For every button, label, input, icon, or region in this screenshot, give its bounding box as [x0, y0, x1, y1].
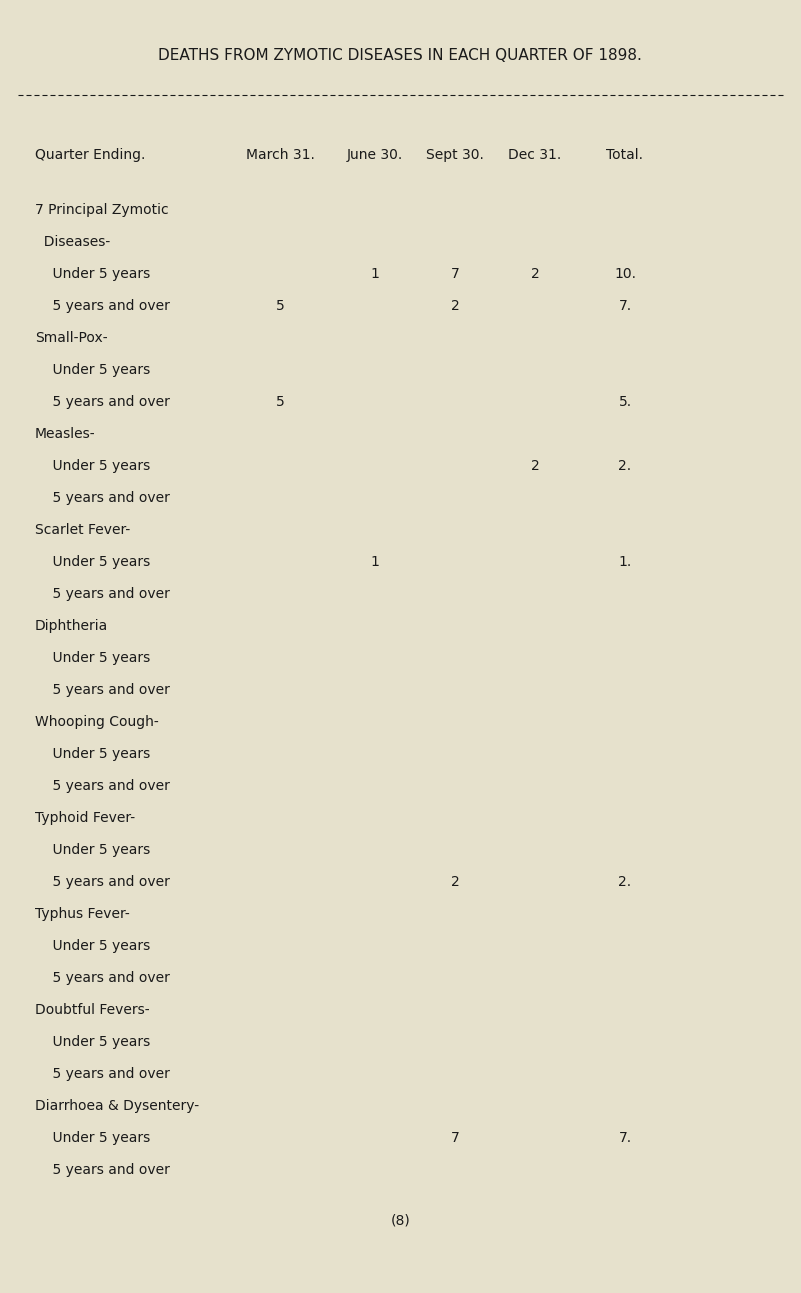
Text: Typhus Fever-: Typhus Fever- — [35, 906, 130, 921]
Text: Small-Pox-: Small-Pox- — [35, 331, 107, 345]
Text: 7.: 7. — [618, 1131, 631, 1146]
Text: June 30.: June 30. — [347, 147, 403, 162]
Text: Scarlet Fever-: Scarlet Fever- — [35, 522, 131, 537]
Text: Measles-: Measles- — [35, 427, 95, 441]
Text: Under 5 years: Under 5 years — [35, 1034, 151, 1049]
Text: Total.: Total. — [606, 147, 643, 162]
Text: Quarter Ending.: Quarter Ending. — [35, 147, 145, 162]
Text: Dec 31.: Dec 31. — [509, 147, 562, 162]
Text: Whooping Cough-: Whooping Cough- — [35, 715, 159, 729]
Text: 5 years and over: 5 years and over — [35, 491, 170, 506]
Text: 5: 5 — [276, 299, 284, 313]
Text: 5 years and over: 5 years and over — [35, 971, 170, 985]
Text: 7 Principal Zymotic: 7 Principal Zymotic — [35, 203, 169, 217]
Text: 7.: 7. — [618, 299, 631, 313]
Text: 5.: 5. — [618, 394, 631, 409]
Text: 10.: 10. — [614, 266, 636, 281]
Text: Under 5 years: Under 5 years — [35, 747, 151, 762]
Text: 1: 1 — [371, 555, 380, 569]
Text: Under 5 years: Under 5 years — [35, 363, 151, 378]
Text: Diarrhoea & Dysentery-: Diarrhoea & Dysentery- — [35, 1099, 199, 1113]
Text: 2: 2 — [530, 266, 539, 281]
Text: (8): (8) — [391, 1213, 410, 1227]
Text: 2.: 2. — [618, 459, 631, 473]
Text: 7: 7 — [451, 266, 460, 281]
Text: Under 5 years: Under 5 years — [35, 939, 151, 953]
Text: 1.: 1. — [618, 555, 632, 569]
Text: 5 years and over: 5 years and over — [35, 683, 170, 697]
Text: 7: 7 — [451, 1131, 460, 1146]
Text: 5 years and over: 5 years and over — [35, 299, 170, 313]
Text: Under 5 years: Under 5 years — [35, 555, 151, 569]
Text: 5 years and over: 5 years and over — [35, 875, 170, 890]
Text: Under 5 years: Under 5 years — [35, 266, 151, 281]
Text: Under 5 years: Under 5 years — [35, 650, 151, 665]
Text: Under 5 years: Under 5 years — [35, 459, 151, 473]
Text: 5 years and over: 5 years and over — [35, 1067, 170, 1081]
Text: 5 years and over: 5 years and over — [35, 587, 170, 601]
Text: 2: 2 — [451, 875, 460, 890]
Text: DEATHS FROM ZYMOTIC DISEASES IN EACH QUARTER OF 1898.: DEATHS FROM ZYMOTIC DISEASES IN EACH QUA… — [158, 48, 642, 62]
Text: Sept 30.: Sept 30. — [426, 147, 484, 162]
Text: 5 years and over: 5 years and over — [35, 394, 170, 409]
Text: 1: 1 — [371, 266, 380, 281]
Text: 5: 5 — [276, 394, 284, 409]
Text: Diphtheria: Diphtheria — [35, 619, 108, 634]
Text: 5 years and over: 5 years and over — [35, 778, 170, 793]
Text: 5 years and over: 5 years and over — [35, 1162, 170, 1177]
Text: March 31.: March 31. — [246, 147, 315, 162]
Text: Typhoid Fever-: Typhoid Fever- — [35, 811, 135, 825]
Text: 2.: 2. — [618, 875, 631, 890]
Text: Under 5 years: Under 5 years — [35, 843, 151, 857]
Text: Under 5 years: Under 5 years — [35, 1131, 151, 1146]
Text: Diseases-: Diseases- — [35, 235, 111, 250]
Text: 2: 2 — [530, 459, 539, 473]
Text: Doubtful Fevers-: Doubtful Fevers- — [35, 1003, 150, 1018]
Text: 2: 2 — [451, 299, 460, 313]
